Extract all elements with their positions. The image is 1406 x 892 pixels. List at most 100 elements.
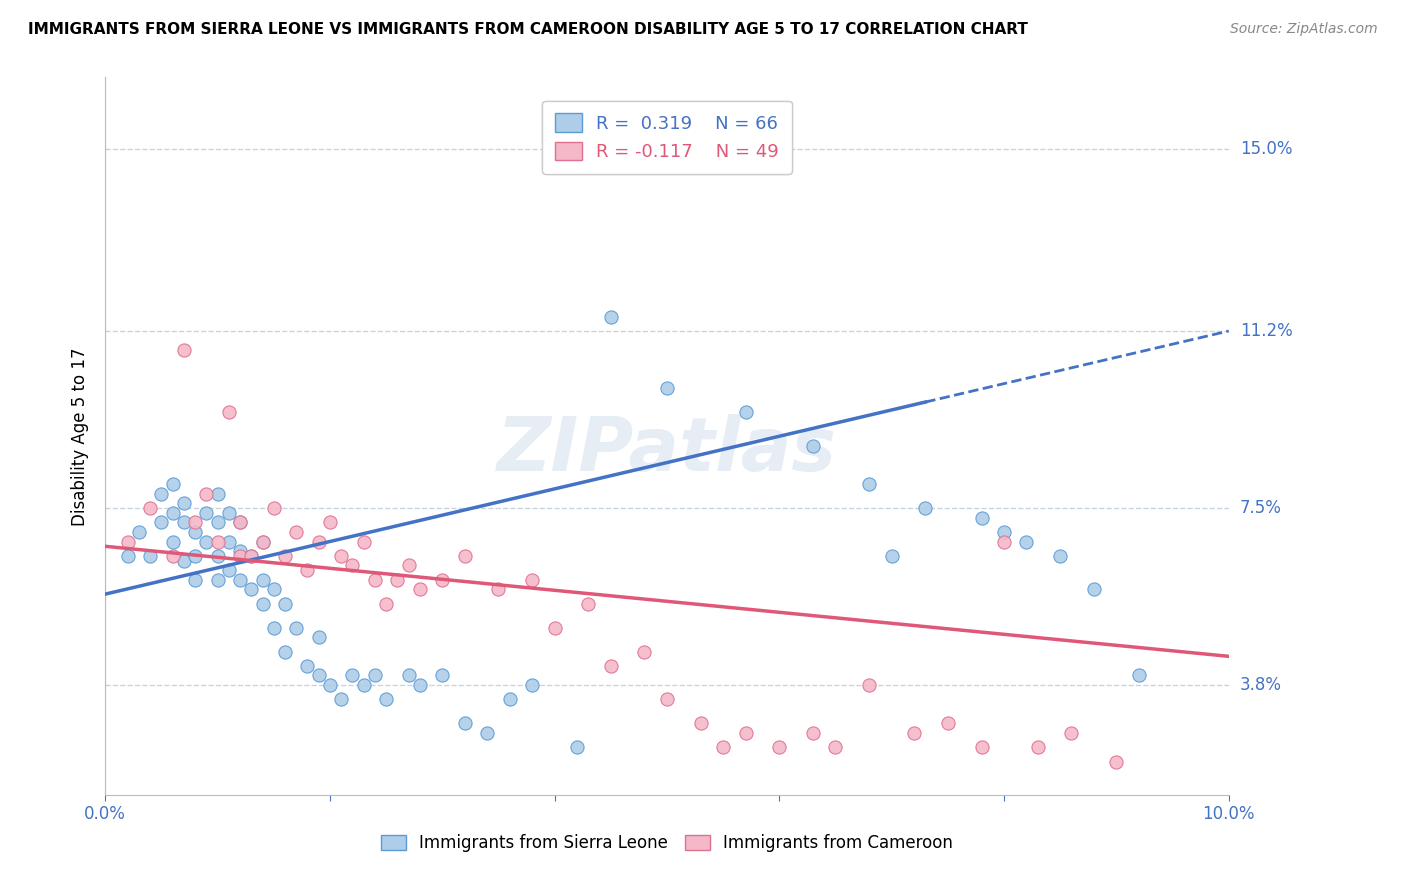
Text: 7.5%: 7.5% xyxy=(1240,499,1282,517)
Point xyxy=(936,716,959,731)
Point xyxy=(1083,582,1105,597)
Y-axis label: Disability Age 5 to 17: Disability Age 5 to 17 xyxy=(72,347,89,525)
Point xyxy=(1128,668,1150,682)
Point xyxy=(543,621,565,635)
Point xyxy=(364,573,387,587)
Point xyxy=(858,678,880,692)
Point xyxy=(162,477,184,491)
Point xyxy=(128,524,150,539)
Point xyxy=(330,549,353,563)
Point xyxy=(353,678,375,692)
Point xyxy=(173,516,195,530)
Point xyxy=(801,439,824,453)
Point xyxy=(184,524,207,539)
Point xyxy=(1049,549,1071,563)
Point xyxy=(162,549,184,563)
Point xyxy=(139,549,162,563)
Point xyxy=(375,597,398,611)
Point xyxy=(195,534,218,549)
Point xyxy=(342,558,364,573)
Point xyxy=(252,573,274,587)
Text: 11.2%: 11.2% xyxy=(1240,322,1292,340)
Point xyxy=(252,534,274,549)
Point xyxy=(229,549,252,563)
Point xyxy=(195,486,218,500)
Point xyxy=(117,534,139,549)
Text: 3.8%: 3.8% xyxy=(1240,676,1282,694)
Point xyxy=(993,524,1015,539)
Text: Source: ZipAtlas.com: Source: ZipAtlas.com xyxy=(1230,22,1378,37)
Point xyxy=(1060,726,1083,740)
Point xyxy=(454,716,477,731)
Point xyxy=(364,668,387,682)
Point xyxy=(858,477,880,491)
Point xyxy=(274,549,297,563)
Point xyxy=(308,534,330,549)
Point xyxy=(162,506,184,520)
Point xyxy=(218,405,240,419)
Point xyxy=(195,506,218,520)
Point xyxy=(173,496,195,510)
Text: ZIPatlas: ZIPatlas xyxy=(496,414,837,487)
Point xyxy=(488,582,510,597)
Point xyxy=(576,597,599,611)
Point xyxy=(218,506,240,520)
Point xyxy=(117,549,139,563)
Point xyxy=(993,534,1015,549)
Point xyxy=(633,644,655,658)
Point xyxy=(263,621,285,635)
Point xyxy=(297,563,319,577)
Point xyxy=(409,582,432,597)
Point xyxy=(520,573,543,587)
Point xyxy=(1026,740,1049,755)
Point xyxy=(240,549,263,563)
Point xyxy=(252,597,274,611)
Point xyxy=(914,501,936,516)
Text: IMMIGRANTS FROM SIERRA LEONE VS IMMIGRANTS FROM CAMEROON DISABILITY AGE 5 TO 17 : IMMIGRANTS FROM SIERRA LEONE VS IMMIGRAN… xyxy=(28,22,1028,37)
Point xyxy=(207,534,229,549)
Point xyxy=(240,582,263,597)
Point xyxy=(229,516,252,530)
Point xyxy=(903,726,925,740)
Point xyxy=(184,516,207,530)
Point xyxy=(263,501,285,516)
Point xyxy=(599,659,621,673)
Point xyxy=(263,582,285,597)
Point xyxy=(353,534,375,549)
Point xyxy=(768,740,790,755)
Point xyxy=(1015,534,1038,549)
Point xyxy=(207,549,229,563)
Legend: R =  0.319    N = 66, R = -0.117    N = 49: R = 0.319 N = 66, R = -0.117 N = 49 xyxy=(543,101,792,174)
Point xyxy=(970,740,993,755)
Point xyxy=(342,668,364,682)
Point xyxy=(655,692,678,706)
Point xyxy=(498,692,520,706)
Point xyxy=(970,510,993,524)
Point xyxy=(229,573,252,587)
Point xyxy=(229,544,252,558)
Point xyxy=(824,740,846,755)
Point xyxy=(734,405,756,419)
Point xyxy=(173,343,195,358)
Point xyxy=(297,659,319,673)
Point xyxy=(308,630,330,644)
Point xyxy=(285,524,308,539)
Point xyxy=(150,486,173,500)
Point xyxy=(240,549,263,563)
Point xyxy=(689,716,711,731)
Point xyxy=(398,668,420,682)
Text: 15.0%: 15.0% xyxy=(1240,140,1292,158)
Point xyxy=(162,534,184,549)
Point xyxy=(252,534,274,549)
Point xyxy=(398,558,420,573)
Point xyxy=(274,644,297,658)
Point xyxy=(454,549,477,563)
Point xyxy=(520,678,543,692)
Point xyxy=(207,486,229,500)
Point xyxy=(218,563,240,577)
Point xyxy=(218,534,240,549)
Point xyxy=(655,381,678,395)
Point xyxy=(1105,755,1128,769)
Point xyxy=(330,692,353,706)
Point xyxy=(207,573,229,587)
